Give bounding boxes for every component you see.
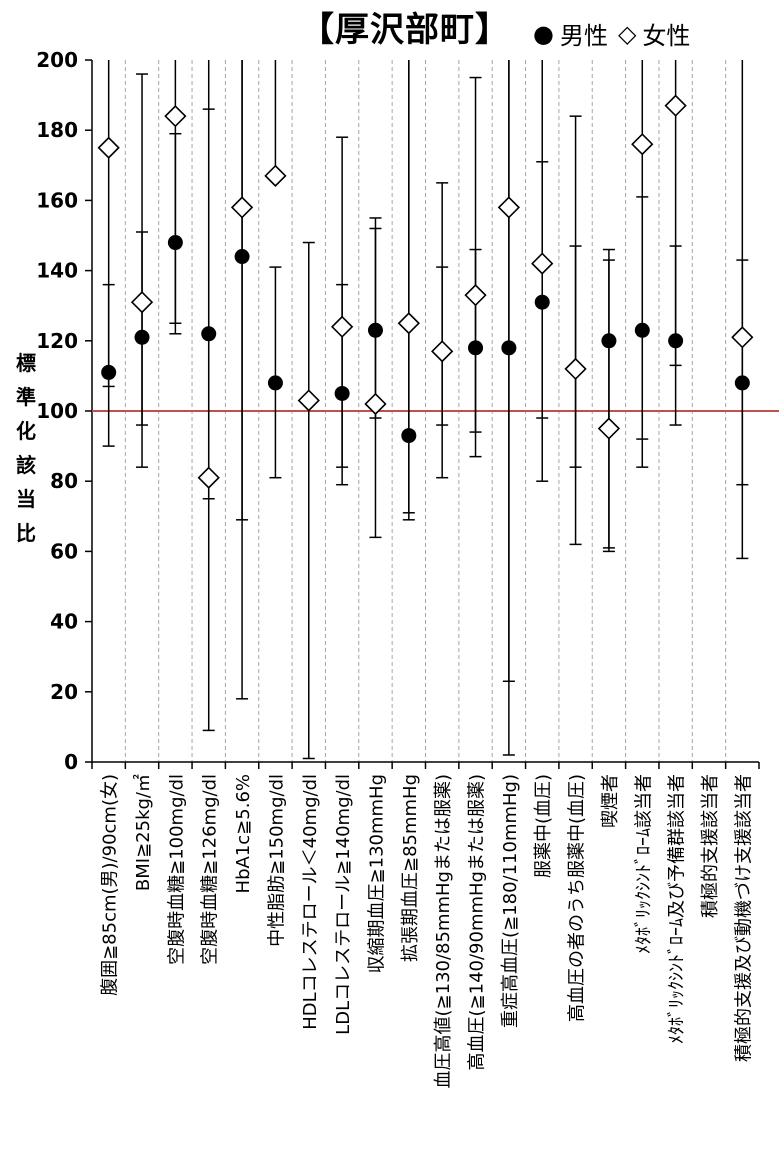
legend-female-label: 女性 (642, 22, 691, 50)
male-point (267, 375, 283, 391)
male-point (534, 294, 550, 310)
y-tick-label: 80 (50, 469, 78, 493)
male-point (101, 364, 117, 380)
y-tick-label: 100 (36, 399, 78, 423)
y-tick-label: 180 (36, 118, 78, 142)
female-point (464, 284, 487, 307)
female-point (731, 326, 754, 349)
x-category-label: 喫煙者 (600, 774, 621, 828)
male-point (501, 340, 517, 356)
female-point (664, 94, 687, 117)
legend-male-marker-icon: ● (533, 19, 554, 48)
y-axis-label: 標 準 化 該 当 比 (13, 346, 39, 550)
female-point (330, 315, 354, 338)
x-category-label: ﾒﾀﾎﾞﾘｯｸｼﾝﾄﾞﾛｰﾑ及び予備群該当者 (667, 774, 688, 1044)
legend-item-female: ◇ 女性 (618, 16, 690, 51)
x-category-label: 積極的支援該当者 (700, 774, 721, 918)
y-axis-label-char: 準 (16, 385, 36, 409)
female-point (197, 466, 220, 489)
female-point (230, 196, 254, 219)
male-point (468, 340, 484, 356)
x-category-label: BMI≧25kg/㎡ (132, 774, 154, 891)
y-axis-label-char: 化 (16, 419, 36, 443)
y-tick-label: 160 (36, 188, 78, 212)
y-axis-label-char: 当 (16, 487, 36, 511)
female-point (164, 105, 187, 128)
x-category-label: 空腹時血糖≧100mg/dl (166, 774, 187, 965)
x-category-label: 空腹時血糖≧126mg/dl (200, 774, 221, 965)
male-point (134, 329, 150, 345)
y-axis-label-char: 該 (16, 453, 36, 477)
male-point (634, 322, 650, 338)
x-category-label: HDLコレステロール＜40mg/dl (300, 774, 321, 1030)
y-tick-label: 60 (50, 539, 78, 563)
female-point (364, 392, 387, 416)
legend-female-marker-icon: ◇ (617, 19, 637, 48)
legend-item-male: ● 男性 (533, 16, 608, 51)
legend: ● 男性 ◇ 女性 (533, 16, 690, 51)
x-category-label: 服薬中(血圧) (533, 774, 554, 878)
x-category-label: ﾒﾀﾎﾞﾘｯｸｼﾝﾄﾞﾛｰﾑ該当者 (633, 774, 654, 954)
male-point (601, 333, 617, 349)
female-point (130, 291, 154, 314)
male-point (401, 428, 417, 444)
x-category-label: HbA1c≧5.6% (233, 774, 254, 893)
female-point (497, 196, 521, 219)
y-tick-label: 140 (36, 259, 78, 283)
x-category-label: 積極的支援及び動機づけ支援該当者 (733, 774, 754, 1062)
female-point (564, 357, 587, 381)
y-tick-label: 20 (50, 680, 78, 704)
legend-male-label: 男性 (559, 22, 608, 50)
x-category-label: 高血圧の者のうち服薬中(血圧) (567, 774, 588, 1022)
x-category-label: 重症高血圧(≧180/110mmHg) (500, 774, 521, 1028)
female-point (297, 389, 320, 412)
chart-title: 【厚沢部町】 (300, 10, 510, 50)
x-category-label: 拡張期血圧≧85mmHg (400, 774, 421, 962)
female-point (531, 252, 554, 275)
x-category-label: 血圧高値(≧130/85mmHgまたは服薬) (433, 774, 454, 1088)
y-tick-label: 0 (64, 750, 78, 774)
female-point (264, 164, 287, 187)
y-tick-label: 120 (36, 329, 78, 353)
female-point (597, 417, 621, 440)
x-category-label: LDLコレステロール≧140mg/dl (333, 774, 354, 1035)
y-axis-label-char: 標 (16, 351, 36, 375)
male-point (367, 322, 383, 338)
male-point (167, 235, 183, 251)
female-point (431, 340, 454, 363)
male-point (734, 375, 750, 391)
x-category-label: 高血圧(≧140/90mmHgまたは服薬) (467, 774, 488, 1070)
male-point (234, 249, 250, 265)
x-category-label: 腹囲≧85cm(男)/90cm(女) (100, 774, 121, 996)
y-axis-label-char: 比 (16, 521, 36, 545)
x-category-label: 中性脂肪≧150mg/dl (266, 774, 287, 947)
female-point (397, 312, 420, 335)
y-tick-label: 200 (36, 48, 78, 72)
y-tick-label: 40 (50, 610, 78, 634)
female-point (631, 133, 654, 156)
male-point (201, 326, 217, 342)
male-point (668, 333, 684, 349)
male-point (334, 385, 350, 401)
x-category-label: 収縮期血圧≧130mmHg (366, 774, 387, 973)
female-point (97, 136, 120, 159)
